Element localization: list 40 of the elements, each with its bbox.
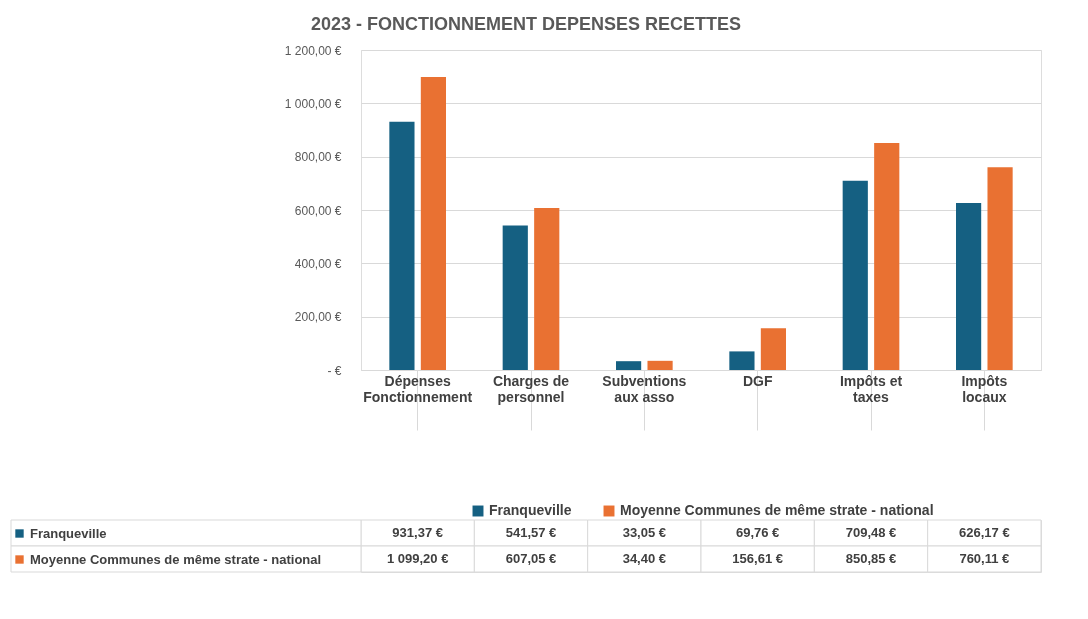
bar [534,208,560,370]
bar [616,361,642,370]
bar [729,351,755,370]
x-tick-label: Impôts et taxes [839,372,903,405]
bar [420,76,446,370]
data-label: 607,05 € [505,551,557,566]
y-tick-label: 1 200,00 € [284,43,342,58]
bar [874,143,900,370]
data-label: 34,40 € [622,551,667,566]
legend-label: Franqueville [489,502,572,518]
x-tick-label: Charges de personnel [492,372,570,405]
x-tick-label: DGF [742,372,773,389]
data-label: 931,37 € [392,525,443,540]
data-label: 541,57 € [505,525,557,540]
data-label: 33,05 € [622,525,667,540]
y-tick-label: 1 000,00 € [284,96,342,111]
legend-label: Moyenne Communes de même strate - national [620,502,934,518]
y-tick-label: 400,00 € [294,256,342,271]
bar [647,360,673,370]
data-label: 760,11 € [959,551,1010,566]
bar [987,167,1013,370]
x-tick-label: Subventions aux asso [602,372,687,405]
chart-title: 2023 - FONCTIONNEMENT DEPENSES RECETTES [310,13,742,34]
bar [842,180,868,370]
bar [502,225,528,370]
data-label: 709,48 € [845,525,897,540]
x-tick-label: Dépenses Fonctionnement [363,372,473,405]
data-label: 626,17 € [959,525,1010,540]
bar [389,121,415,370]
bar [760,328,786,370]
y-tick-label: 600,00 € [294,203,342,218]
data-label: 69,76 € [735,525,780,540]
data-label: 1 099,20 € [386,551,449,566]
data-label: 156,61 € [732,551,783,566]
y-tick-label: - € [327,363,342,378]
data-label: 850,85 € [845,551,897,566]
y-tick-label: 800,00 € [294,150,342,165]
x-tick-label: Impôts locaux [961,372,1008,405]
y-tick-label: 200,00 € [294,310,342,325]
bar [956,203,982,370]
